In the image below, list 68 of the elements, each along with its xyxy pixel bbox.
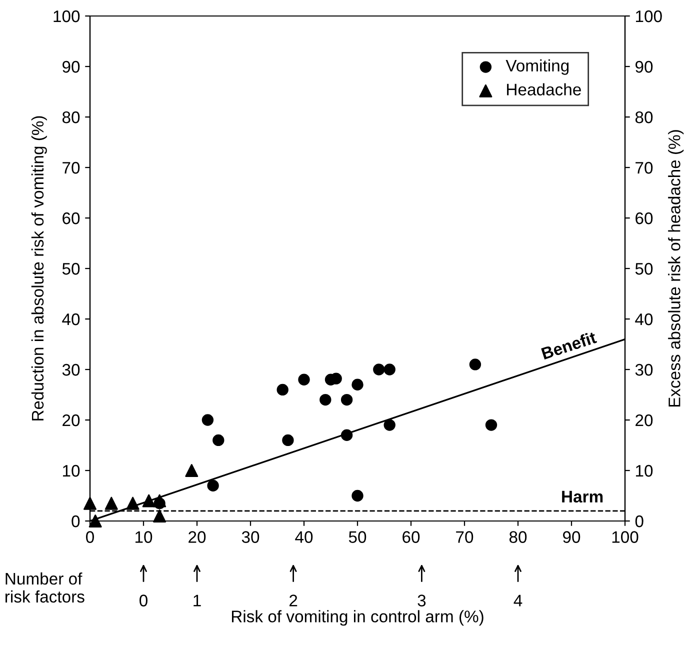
- y2-tick-label: 30: [635, 364, 653, 376]
- y2-tick-label: 70: [636, 162, 653, 174]
- point: [126, 496, 140, 510]
- point: [485, 419, 498, 431]
- x-tick-label: 0: [86, 531, 94, 543]
- point: [373, 364, 385, 376]
- y-tick-label: 100: [54, 10, 80, 22]
- x-tick-label: 90: [563, 531, 580, 543]
- text: 4: [514, 594, 522, 606]
- point: [212, 434, 224, 446]
- x-tick-label: 80: [509, 531, 527, 543]
- y2-tick-label: 90: [636, 60, 653, 73]
- y2-tick-label: 100: [636, 10, 662, 22]
- y-tick-label: 50: [62, 262, 80, 275]
- text: 1: [194, 594, 201, 606]
- point: [340, 394, 353, 406]
- y2-axis-title: Excess absolute risk of headache (%): [668, 130, 684, 407]
- y-axis-title: Reduction in absolute risk of vomiting (%): [31, 116, 47, 420]
- y2-tick-label: 0: [635, 515, 644, 528]
- y-tick-label: 40: [62, 313, 80, 326]
- text: 2: [290, 594, 298, 606]
- point: [207, 480, 219, 492]
- legend-label: Headache: [507, 83, 581, 96]
- y-tick-label: 80: [62, 111, 80, 124]
- point: [384, 419, 396, 431]
- point: [88, 514, 102, 528]
- text: Number of risk factors: [6, 572, 84, 603]
- point: [352, 490, 364, 502]
- y2-tick-label: 20: [636, 414, 653, 426]
- y-tick-label: 0: [72, 515, 80, 528]
- y2-tick-label: 80: [635, 111, 653, 124]
- y-tick-label: 60: [62, 212, 80, 224]
- x-tick-label: 70: [456, 531, 474, 543]
- x-tick-label: 10: [136, 531, 152, 543]
- y2-tick-label: 60: [636, 212, 653, 224]
- x-tick-label: 30: [242, 531, 260, 543]
- point: [352, 378, 364, 390]
- x-tick-label: 100: [612, 531, 638, 543]
- point: [153, 494, 166, 508]
- y-tick-label: 70: [62, 162, 80, 174]
- y-tick-label: 10: [63, 464, 80, 477]
- point: [142, 494, 156, 508]
- point: [340, 429, 353, 441]
- y2-tick-label: 10: [636, 464, 653, 477]
- point: [276, 384, 288, 396]
- y-tick-label: 20: [62, 414, 80, 426]
- point: [298, 374, 310, 386]
- annotation: Benefit: [540, 330, 598, 360]
- y-tick-label: 90: [62, 60, 80, 73]
- y2-tick-label: 40: [635, 313, 653, 326]
- point: [202, 414, 214, 426]
- text: 0: [140, 594, 148, 606]
- point: [320, 394, 332, 406]
- x-tick-label: 20: [188, 531, 206, 543]
- point: [384, 364, 396, 376]
- x-tick-label: 60: [402, 531, 420, 543]
- x-axis-title: Risk of vomiting in control arm (%): [232, 610, 484, 626]
- y2-tick-label: 50: [635, 262, 653, 275]
- point: [104, 496, 118, 510]
- y-tick-label: 30: [62, 364, 80, 376]
- legend-label: Vomiting: [506, 59, 569, 75]
- text: 3: [418, 594, 426, 606]
- point: [282, 434, 294, 446]
- point: [469, 358, 482, 370]
- x-tick-label: 40: [295, 531, 313, 543]
- point: [185, 464, 198, 478]
- x-tick-label: 50: [348, 531, 366, 543]
- ref-line-label: Harm: [562, 490, 603, 503]
